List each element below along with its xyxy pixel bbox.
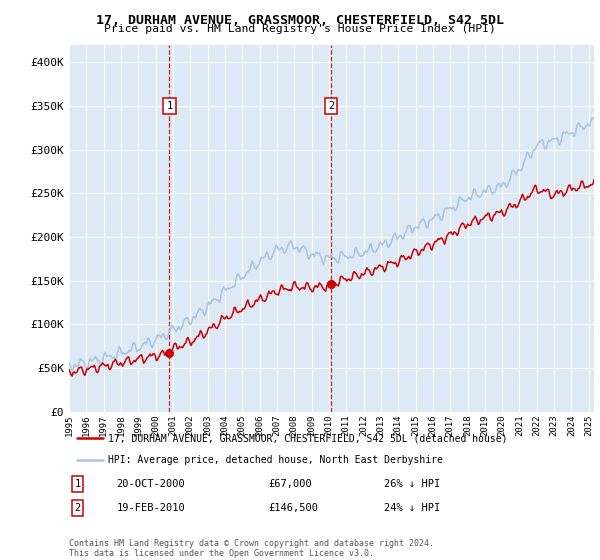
Text: 17, DURHAM AVENUE, GRASSMOOR, CHESTERFIELD, S42 5DL: 17, DURHAM AVENUE, GRASSMOOR, CHESTERFIE… [96, 14, 504, 27]
Text: Contains HM Land Registry data © Crown copyright and database right 2024.
This d: Contains HM Land Registry data © Crown c… [69, 539, 434, 558]
Text: £146,500: £146,500 [269, 503, 319, 513]
Text: 1: 1 [166, 101, 173, 111]
Text: 20-OCT-2000: 20-OCT-2000 [116, 479, 185, 489]
Text: Price paid vs. HM Land Registry's House Price Index (HPI): Price paid vs. HM Land Registry's House … [104, 24, 496, 34]
Text: 2: 2 [74, 503, 80, 513]
Text: 24% ↓ HPI: 24% ↓ HPI [384, 503, 440, 513]
Text: HPI: Average price, detached house, North East Derbyshire: HPI: Average price, detached house, Nort… [109, 455, 443, 465]
Text: 19-FEB-2010: 19-FEB-2010 [116, 503, 185, 513]
Text: 1: 1 [74, 479, 80, 489]
Text: 26% ↓ HPI: 26% ↓ HPI [384, 479, 440, 489]
Text: £67,000: £67,000 [269, 479, 312, 489]
Text: 2: 2 [328, 101, 334, 111]
Text: 17, DURHAM AVENUE, GRASSMOOR, CHESTERFIELD, S42 5DL (detached house): 17, DURHAM AVENUE, GRASSMOOR, CHESTERFIE… [109, 433, 508, 444]
